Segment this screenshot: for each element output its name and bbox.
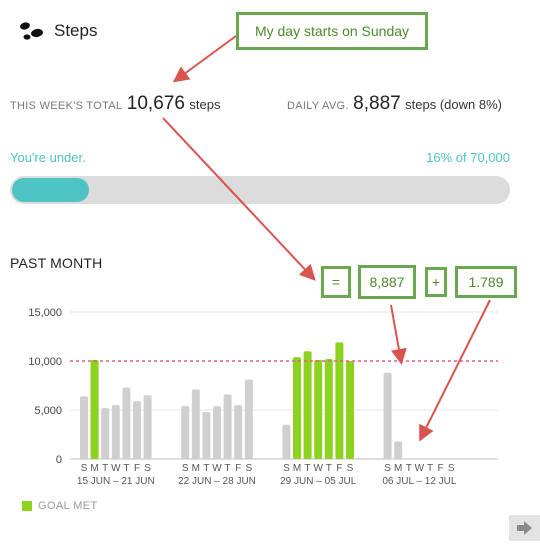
week-label: 15 JUN – 21 JUN [77, 476, 155, 487]
day-label: S [182, 463, 189, 474]
y-tick-label: 0 [56, 454, 62, 466]
bar [90, 360, 99, 459]
daily-average: DAILY AVG. 8,887 steps (down 8%) [287, 93, 502, 115]
daily-avg-label: DAILY AVG. [287, 100, 349, 112]
day-label: T [203, 463, 209, 474]
y-tick-label: 10,000 [28, 356, 62, 368]
y-tick-label: 5,000 [34, 405, 62, 417]
week-total: THIS WEEK'S TOTAL 10,676 steps [10, 93, 220, 115]
day-label: T [406, 463, 412, 474]
section-title: PAST MONTH [10, 255, 103, 271]
day-label: W [212, 463, 222, 474]
bar [346, 361, 354, 459]
progress-status: You're under. [10, 150, 86, 165]
day-label: T [427, 463, 433, 474]
week-label: 06 JUL – 12 JUL [382, 476, 457, 487]
bar [101, 408, 110, 459]
bar [324, 359, 333, 459]
day-label: W [313, 463, 323, 474]
day-label: S [448, 463, 455, 474]
day-label: M [293, 463, 301, 474]
bar [293, 357, 301, 459]
bar [122, 387, 131, 459]
day-label: M [90, 463, 98, 474]
page-title: Steps [54, 21, 98, 40]
legend-swatch [22, 501, 32, 511]
day-label: M [192, 463, 200, 474]
bar [80, 396, 88, 459]
day-label: S [283, 463, 290, 474]
day-label: T [102, 463, 108, 474]
arrow-right-icon [517, 521, 532, 535]
day-label: F [438, 463, 444, 474]
daily-avg-value: 8,887 [353, 93, 401, 114]
bar [143, 395, 152, 459]
bar [181, 406, 190, 459]
bar [383, 372, 392, 459]
bar [303, 351, 312, 459]
progress-fill [12, 178, 89, 202]
bar [111, 405, 120, 459]
week-label: 29 JUN – 05 JUL [280, 476, 357, 487]
bar [191, 389, 200, 459]
callout-week-start: My day starts on Sunday [236, 12, 428, 50]
day-label: M [394, 463, 402, 474]
day-label: T [225, 463, 231, 474]
day-label: F [134, 463, 140, 474]
day-label: S [245, 463, 252, 474]
bar [202, 411, 211, 459]
bar [394, 441, 403, 459]
footprints-icon [20, 22, 43, 40]
bar [244, 379, 253, 459]
bar [335, 342, 344, 459]
y-tick-label: 15,000 [28, 307, 62, 319]
day-label: T [305, 463, 311, 474]
day-label: S [144, 463, 151, 474]
week-total-unit: steps [189, 97, 221, 112]
callout-equals: = [321, 266, 351, 298]
bar [314, 360, 323, 459]
week-label: 22 JUN – 28 JUN [178, 476, 256, 487]
bar [223, 394, 232, 459]
daily-avg-unit: steps (down 8%) [405, 97, 502, 112]
legend-label: GOAL MET [38, 500, 98, 512]
progress-percent: 16% of 70,000 [426, 150, 510, 165]
callout-avg: 8,887 [358, 265, 416, 299]
day-label: S [81, 463, 88, 474]
bar [133, 401, 141, 459]
bar [282, 424, 291, 459]
bar [234, 405, 243, 459]
bar [213, 406, 221, 459]
callout-extra: 1.789 [455, 266, 517, 298]
day-label: W [415, 463, 425, 474]
day-label: S [347, 463, 354, 474]
day-label: S [384, 463, 391, 474]
day-label: T [326, 463, 332, 474]
next-button[interactable] [509, 515, 540, 541]
day-label: W [111, 463, 121, 474]
week-total-value: 10,676 [126, 93, 185, 114]
callout-plus: + [425, 267, 447, 297]
day-label: F [235, 463, 241, 474]
day-label: T [123, 463, 129, 474]
week-total-label: THIS WEEK'S TOTAL [10, 100, 123, 112]
day-label: F [336, 463, 342, 474]
